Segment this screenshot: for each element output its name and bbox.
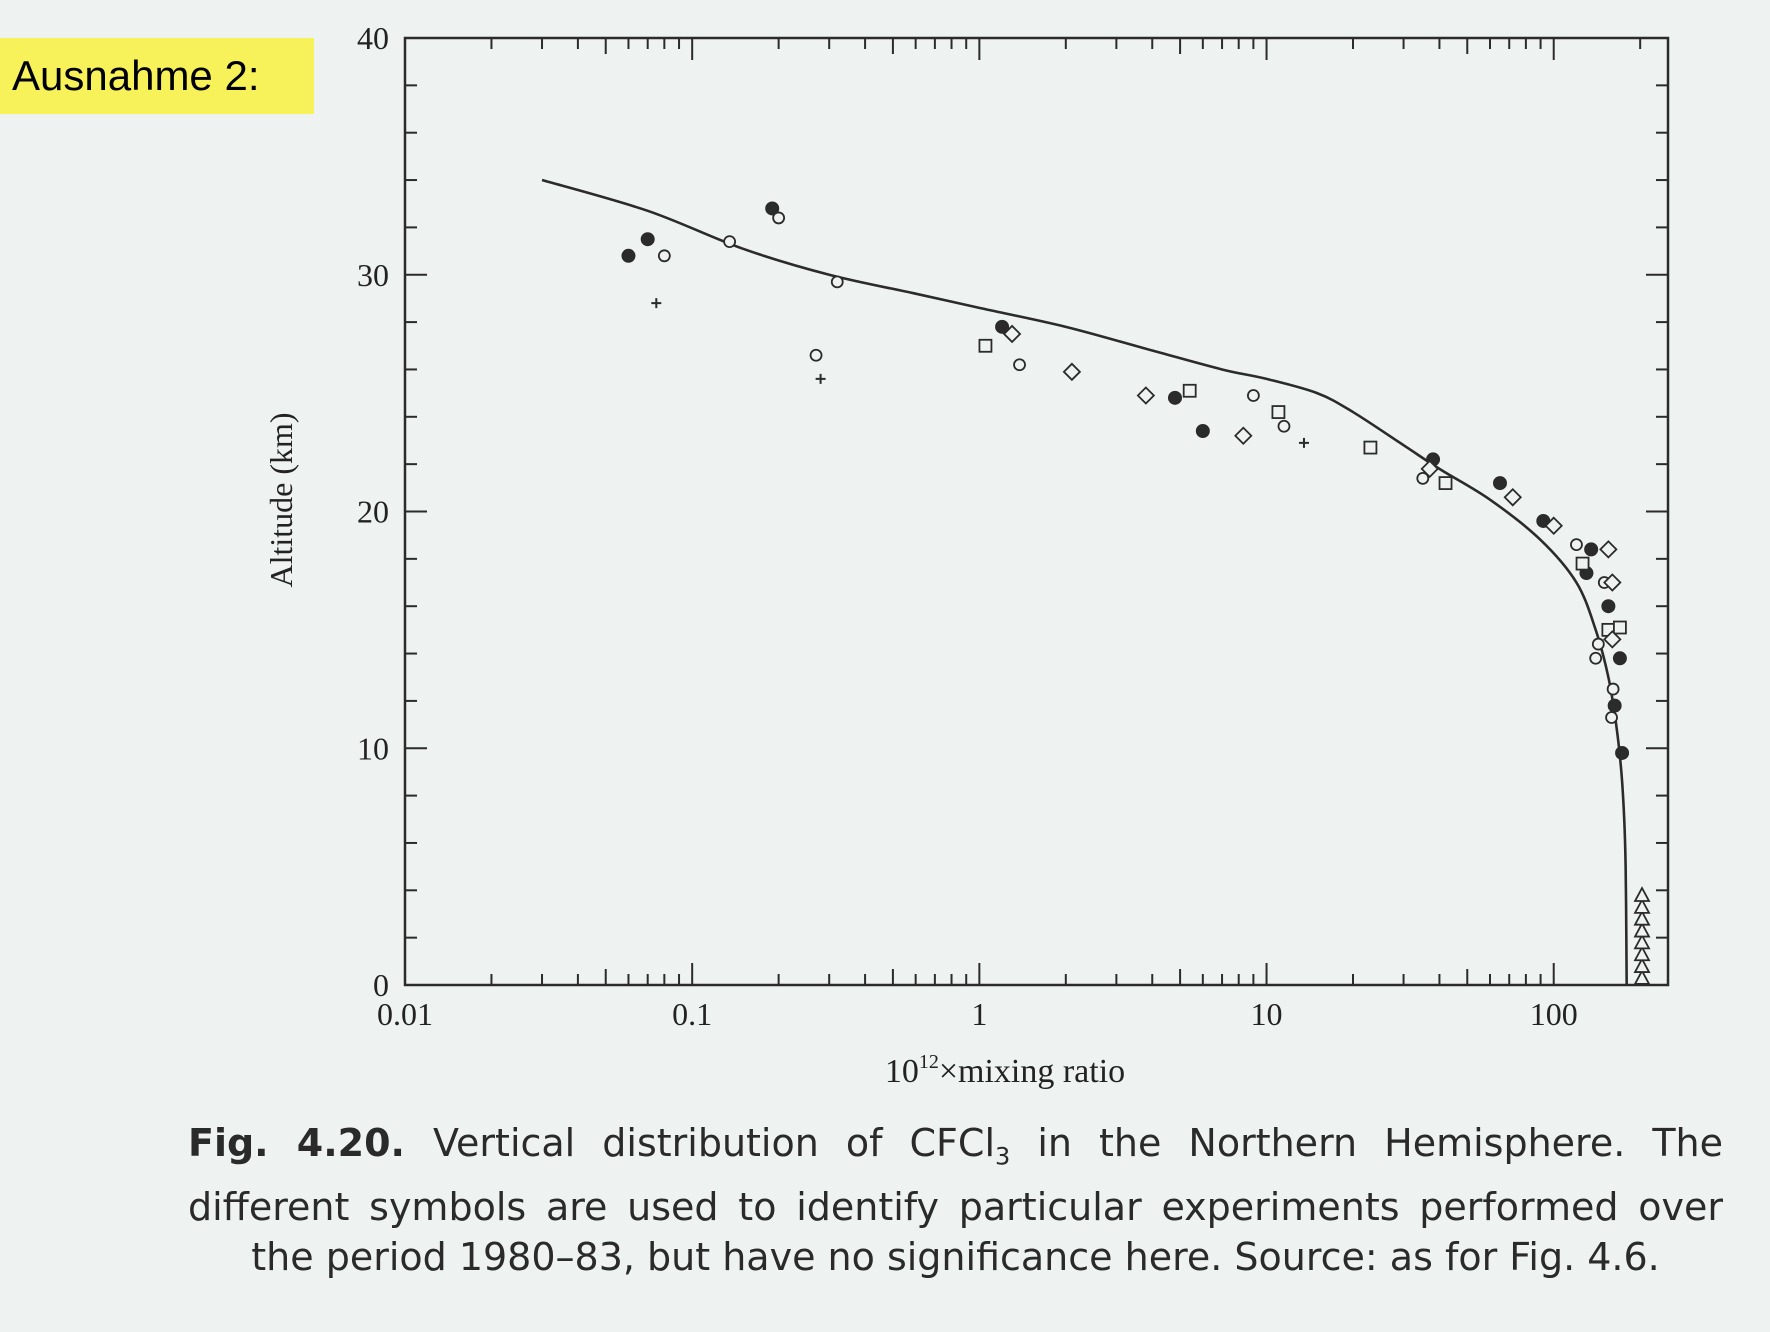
x-tick-label: 0.01 (377, 996, 433, 1032)
data-point-open-diamond (1420, 459, 1439, 479)
data-point-filled-circle (1612, 651, 1627, 666)
data-point-open-circle (1570, 538, 1583, 552)
data-point-open-triangle (1633, 897, 1651, 914)
data-point-open-square (1575, 556, 1590, 571)
data-point-open-triangle (1633, 886, 1651, 902)
data-point-open-diamond (1599, 540, 1618, 559)
data-point-open-circle (830, 275, 844, 289)
caption-figure-number: Fig. 4.20. (188, 1121, 405, 1165)
data-point-open-circle (1589, 651, 1603, 665)
figure-caption: Fig. 4.20. Vertical distribution of CFCl3… (188, 1118, 1723, 1282)
data-point-open-triangle (1633, 968, 1651, 985)
data-points (621, 201, 1651, 985)
x-axis-label: 1012×mixing ratio (885, 1051, 1125, 1090)
data-point-filled-circle (765, 201, 780, 216)
data-point-plus (1298, 437, 1309, 448)
data-point-open-circle (1605, 711, 1618, 724)
y-tick-label: 0 (373, 967, 389, 1003)
data-point-open-triangle (1633, 945, 1651, 962)
y-tick-label: 10 (357, 730, 389, 766)
data-point-open-circle (772, 211, 786, 225)
data-point-open-triangle (1633, 933, 1651, 950)
data-point-open-circle (1606, 682, 1620, 696)
data-point-open-circle (1246, 389, 1260, 402)
exception-label-text: Ausnahme 2: (12, 52, 260, 99)
data-point-open-circle (1416, 471, 1430, 485)
x-tick-label: 0.1 (672, 996, 712, 1032)
data-point-open-triangle (1633, 957, 1651, 973)
data-point-filled-circle (1167, 390, 1182, 405)
x-tick-label: 10 (1251, 996, 1283, 1032)
data-point-open-diamond (1603, 630, 1622, 649)
x-axis-label-base: 10 (885, 1053, 919, 1090)
data-point-open-square (978, 338, 993, 353)
data-point-open-diamond (1544, 516, 1563, 535)
data-point-filled-circle (1492, 476, 1507, 491)
data-point-open-square (1182, 383, 1197, 398)
tick-labels: 0.01 0.1 1 10 100 0 10 20 30 40 (357, 20, 1578, 1032)
exception-label: Ausnahme 2: (0, 38, 314, 114)
y-tick-label: 30 (357, 257, 389, 293)
data-point-filled-circle (995, 319, 1010, 334)
data-point-filled-circle (1195, 424, 1210, 439)
plot-border (403, 36, 1670, 987)
data-point-open-triangle (1633, 909, 1651, 926)
data-point-open-circle (1013, 358, 1026, 372)
data-point-filled-circle (1607, 698, 1622, 713)
model-curve (541, 178, 1628, 986)
data-point-open-circle (723, 235, 737, 249)
data-point-filled-circle (1615, 745, 1630, 760)
data-point-open-circle (809, 348, 823, 362)
plot-frame (403, 36, 1670, 987)
data-point-open-diamond (1234, 426, 1253, 446)
data-point-filled-circle (1584, 542, 1599, 557)
y-tick-label: 20 (357, 494, 389, 530)
data-point-open-diamond (1062, 362, 1082, 382)
data-point-filled-circle (1601, 599, 1616, 614)
data-point-open-triangle (1633, 921, 1651, 938)
data-point-open-square (1612, 620, 1627, 635)
data-point-plus (651, 298, 662, 309)
x-tick-label: 100 (1530, 996, 1578, 1032)
data-point-open-square (1363, 440, 1378, 455)
data-point-open-circle (1277, 419, 1291, 433)
data-point-open-circle (657, 249, 671, 263)
data-point-filled-circle (640, 232, 655, 247)
data-point-open-diamond (1603, 573, 1622, 592)
data-point-filled-circle (621, 248, 636, 263)
data-point-open-diamond (1136, 386, 1156, 405)
model-curve-line (541, 178, 1628, 986)
x-axis-label-exponent: 12 (919, 1051, 939, 1073)
data-point-open-diamond (1503, 488, 1523, 507)
y-axis-label: Altitude (km) (263, 412, 299, 587)
caption-subscript: 3 (995, 1142, 1011, 1171)
caption-text-part2: in the Northern Hemisphere. The differen… (188, 1121, 1723, 1279)
axis-ticks (404, 37, 1668, 986)
data-point-open-square (1271, 405, 1286, 419)
data-point-open-circle (1591, 637, 1605, 651)
data-point-open-square (1438, 476, 1453, 490)
caption-text-part1: Vertical distribution of CFCl (433, 1121, 996, 1165)
x-tick-label: 1 (971, 996, 987, 1032)
data-point-open-diamond (1002, 324, 1022, 344)
x-axis-label-rest: ×mixing ratio (939, 1053, 1125, 1090)
y-tick-label: 40 (357, 20, 389, 56)
data-point-plus (815, 373, 826, 384)
